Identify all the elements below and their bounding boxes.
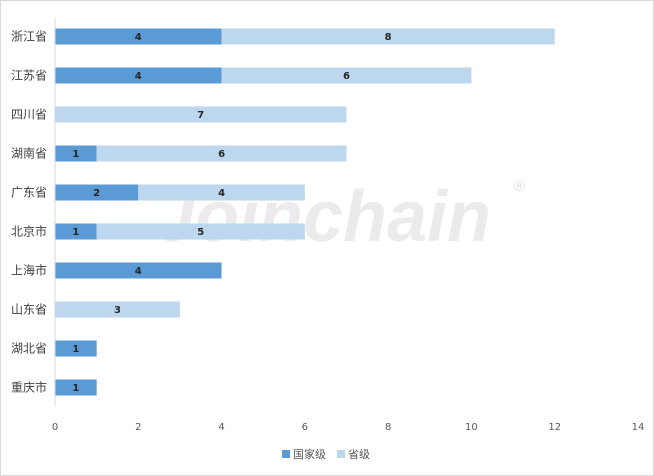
category-label: 湖北省 — [11, 341, 47, 356]
bar-segment — [55, 67, 222, 84]
category-label: 北京市 — [11, 224, 47, 239]
category-label: 湖南省 — [11, 146, 47, 161]
data-label: 3 — [114, 305, 121, 316]
legend-swatch — [282, 450, 290, 458]
data-label: 4 — [218, 188, 225, 199]
bar-segment — [55, 28, 222, 45]
x-tick-label: 12 — [548, 422, 561, 433]
data-label: 7 — [197, 110, 204, 121]
bar-segment — [55, 145, 97, 162]
data-label: 1 — [72, 344, 79, 355]
category-label: 广东省 — [11, 186, 47, 200]
category-label: 江苏省 — [11, 69, 47, 83]
x-tick-label: 4 — [218, 422, 224, 433]
x-tick-label: 0 — [52, 422, 58, 433]
bar-segment — [96, 223, 305, 240]
bars-group — [55, 28, 555, 396]
bar-segment — [55, 223, 97, 240]
data-labels-group: 4 8 4 6 7 1 6 2 4 1 5 4 3 1 1 — [72, 32, 391, 394]
data-label: 4 — [135, 32, 142, 43]
bar-segment — [55, 301, 180, 318]
bar-segment — [221, 28, 555, 45]
bar-segment — [55, 106, 347, 123]
data-label: 4 — [135, 266, 142, 277]
data-label: 5 — [197, 227, 204, 238]
bar-segment — [221, 67, 472, 84]
legend: 国家级 省级 — [282, 447, 370, 461]
x-tick-labels-group: 0 2 4 6 8 10 12 14 — [52, 422, 645, 433]
data-label: 1 — [72, 149, 79, 160]
data-label: 4 — [135, 71, 142, 82]
x-tick-label: 6 — [302, 422, 308, 433]
x-tick-label: 14 — [632, 422, 645, 433]
legend-label: 国家级 — [293, 447, 326, 461]
category-label: 四川省 — [11, 108, 47, 122]
x-tick-label: 2 — [135, 422, 141, 433]
category-label: 山东省 — [11, 303, 47, 317]
bar-segment — [55, 184, 139, 201]
data-label: 6 — [218, 149, 225, 160]
x-tick-label: 10 — [465, 422, 478, 433]
data-label: 1 — [72, 383, 79, 394]
data-label: 2 — [93, 188, 100, 199]
category-label: 浙江省 — [11, 30, 47, 44]
category-label: 上海市 — [11, 263, 47, 278]
bar-segment — [138, 184, 305, 201]
legend-label: 省级 — [348, 448, 370, 461]
x-tick-label: 8 — [385, 422, 391, 433]
legend-swatch — [337, 450, 345, 458]
bar-segment — [55, 379, 97, 396]
data-label: 1 — [72, 227, 79, 238]
bar-segment — [55, 340, 97, 357]
category-label: 重庆市 — [11, 380, 47, 395]
bar-segment — [96, 145, 347, 162]
bar-segment — [55, 262, 222, 279]
data-label: 6 — [343, 71, 350, 82]
watermark-registered-mark: ® — [513, 178, 525, 195]
data-label: 8 — [385, 32, 392, 43]
